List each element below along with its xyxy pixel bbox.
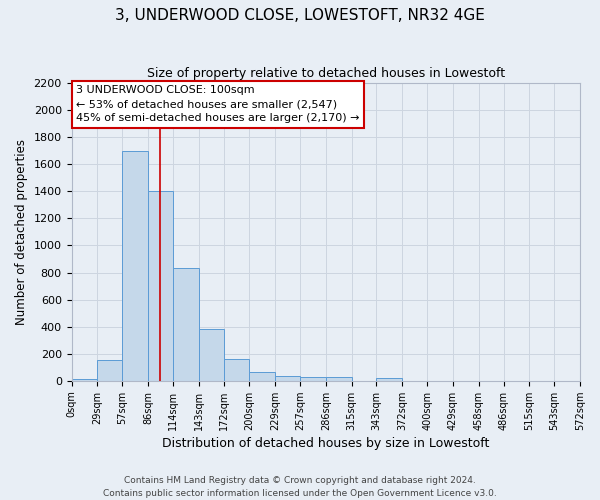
Bar — [122, 150, 148, 381]
Text: 3 UNDERWOOD CLOSE: 100sqm
← 53% of detached houses are smaller (2,547)
45% of se: 3 UNDERWOOD CLOSE: 100sqm ← 53% of detac… — [76, 85, 359, 123]
Bar — [224, 359, 250, 381]
Text: 3, UNDERWOOD CLOSE, LOWESTOFT, NR32 4GE: 3, UNDERWOOD CLOSE, LOWESTOFT, NR32 4GE — [115, 8, 485, 22]
Bar — [199, 328, 224, 381]
Bar — [376, 378, 402, 381]
X-axis label: Distribution of detached houses by size in Lowestoft: Distribution of detached houses by size … — [162, 437, 490, 450]
Bar — [275, 376, 300, 381]
Bar — [326, 378, 352, 381]
Bar — [71, 379, 97, 381]
Title: Size of property relative to detached houses in Lowestoft: Size of property relative to detached ho… — [147, 68, 505, 80]
Text: Contains HM Land Registry data © Crown copyright and database right 2024.
Contai: Contains HM Land Registry data © Crown c… — [103, 476, 497, 498]
Bar — [97, 360, 122, 381]
Y-axis label: Number of detached properties: Number of detached properties — [15, 139, 28, 325]
Bar — [148, 192, 173, 381]
Bar — [173, 268, 199, 381]
Bar — [300, 378, 326, 381]
Bar — [250, 372, 275, 381]
